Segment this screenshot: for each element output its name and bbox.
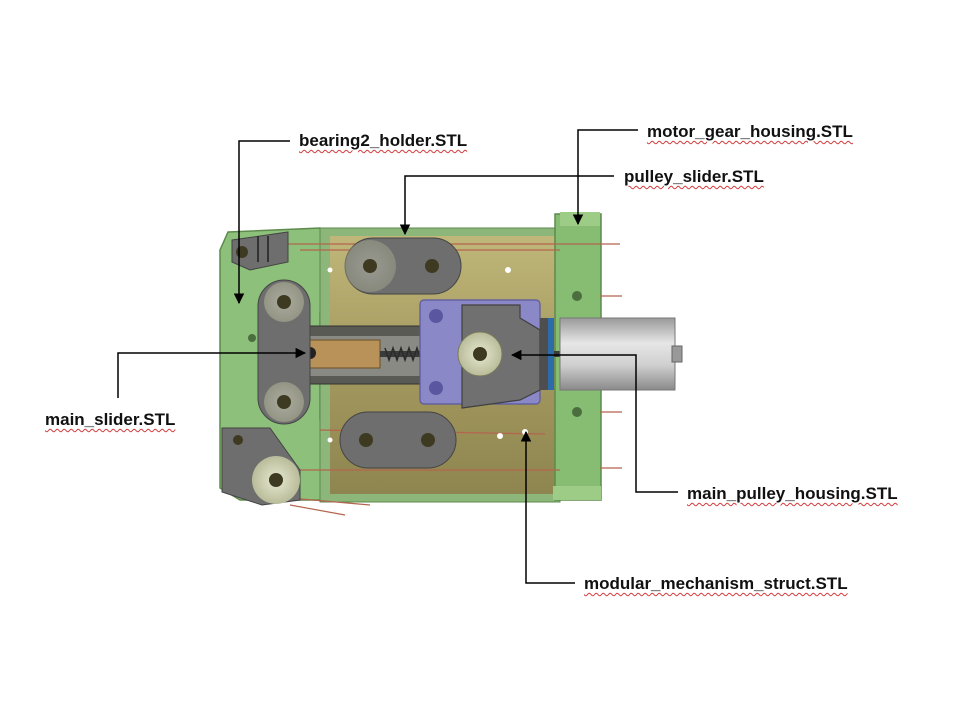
mechanism-assembly (219, 212, 683, 516)
leader-main-pulley-housing (510, 349, 678, 493)
label-pulley-slider: pulley_slider.STL (624, 167, 764, 186)
leader-main-slider (117, 347, 307, 398)
motor-cylinder (559, 317, 683, 391)
leader-lines (117, 129, 678, 584)
label-motor-gear-housing: motor_gear_housing.STL (647, 122, 853, 141)
label-bearing2-holder: bearing2_holder.STL (299, 131, 468, 150)
label-main-pulley-housing: main_pulley_housing.STL (687, 484, 898, 503)
leader-bearing2-holder (233, 140, 290, 305)
leader-motor-gear-housing (572, 129, 638, 226)
leader-pulley-slider (399, 175, 614, 236)
frame-bolts (248, 291, 582, 417)
top-pulley-slider (344, 237, 462, 295)
leader-modular-mechanism-struct (520, 430, 575, 584)
bottom-pulley-slider (339, 411, 457, 469)
main-slider-links (257, 279, 311, 425)
label-modular-mechanism-struct: modular_mechanism_struct.STL (584, 574, 848, 593)
pulley-housing-plate (457, 304, 554, 409)
bearing-holder-bottom (221, 427, 301, 506)
label-main-slider: main_slider.STL (45, 410, 176, 429)
